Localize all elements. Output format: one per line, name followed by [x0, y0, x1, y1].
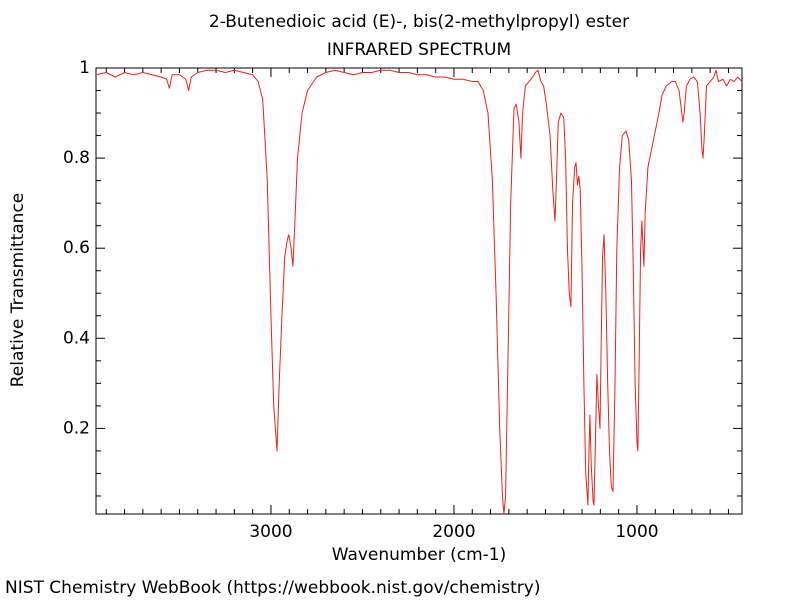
- x-axis-label: Wavenumber (cm-1): [332, 545, 507, 565]
- x-tick-label: 3000: [249, 522, 292, 542]
- y-axis-label: Relative Transmittance: [8, 193, 28, 388]
- y-tick-label: 0.2: [63, 418, 90, 438]
- y-tick-label: 0.8: [63, 148, 90, 168]
- x-tick-label: 1000: [615, 522, 658, 542]
- plot-frame: [95, 67, 743, 515]
- chart-title: 2-Butenedioic acid (E)-, bis(2-methylpro…: [209, 12, 629, 32]
- chart-subtitle: INFRARED SPECTRUM: [327, 40, 511, 60]
- y-tick-label: 0.6: [63, 238, 90, 258]
- y-tick-label: 1: [79, 58, 90, 78]
- spectrum-line: [95, 69, 743, 515]
- x-tick-label: 2000: [432, 522, 475, 542]
- source-note: NIST Chemistry WebBook (https://webbook.…: [5, 578, 540, 598]
- y-tick-label: 0.4: [63, 328, 90, 348]
